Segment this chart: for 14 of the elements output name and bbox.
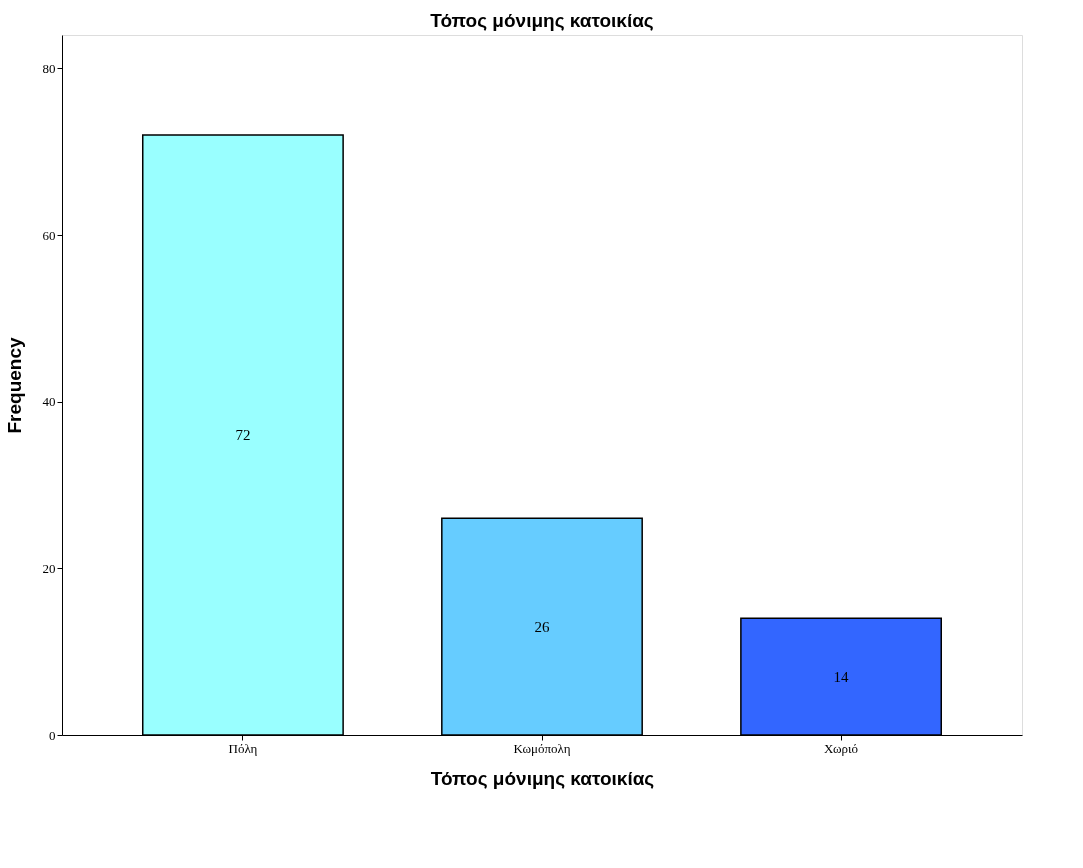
y-tick-label: 60 [42, 227, 56, 243]
y-tick-label: 80 [42, 60, 56, 76]
chart-title: Τόπος μόνιμης κατοικίας [430, 10, 654, 31]
x-tick-label: Κωμόπολη [513, 740, 571, 756]
x-tick-label: Χωριό [824, 740, 859, 756]
data-label: 26 [534, 618, 550, 635]
data-label: 14 [833, 668, 850, 685]
x-axis-title: Τόπος μόνιμης κατοικίας [430, 767, 655, 789]
y-tick-label: 20 [42, 560, 56, 576]
y-tick-label: 0 [49, 727, 56, 743]
y-axis-title: Frequency [3, 337, 25, 434]
x-tick-label: Πόλη [228, 740, 258, 756]
y-tick-label: 40 [42, 394, 56, 410]
data-label: 72 [235, 427, 251, 443]
